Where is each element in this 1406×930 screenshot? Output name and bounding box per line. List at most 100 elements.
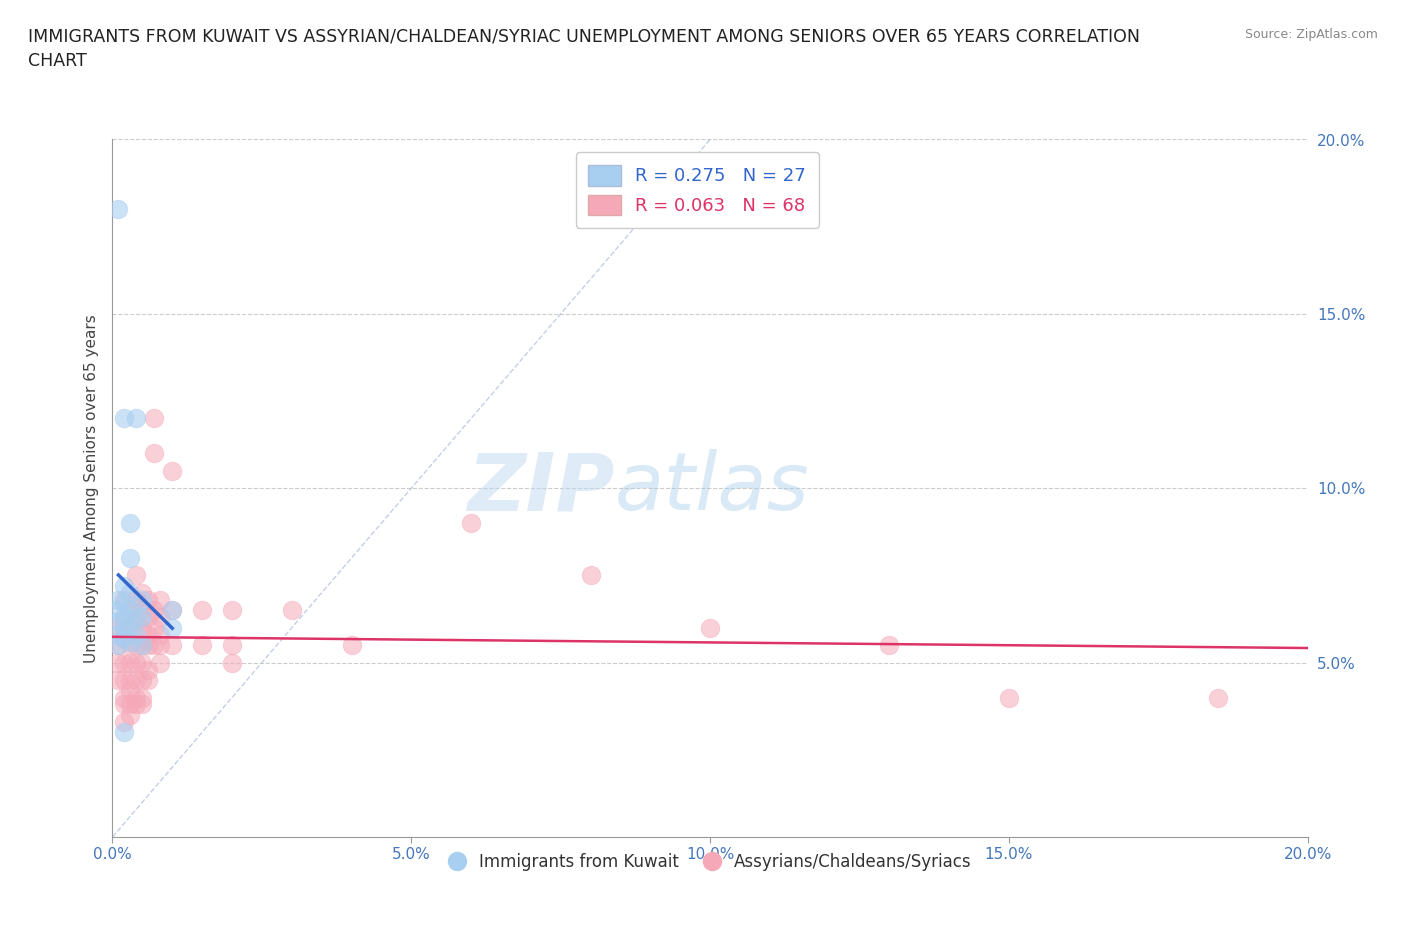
Point [125, 568, 148, 583]
Point [107, 202, 129, 217]
Point [138, 628, 160, 643]
Point [125, 698, 148, 712]
Point [120, 708, 142, 723]
Point [120, 656, 142, 671]
Point [125, 628, 148, 643]
Point [579, 568, 602, 583]
Point [131, 592, 153, 607]
Point [114, 725, 135, 740]
Point [131, 656, 153, 671]
Point [125, 610, 148, 625]
Point [281, 603, 304, 618]
Point [221, 638, 243, 653]
Point [107, 620, 129, 635]
Point [125, 672, 148, 687]
Point [1206, 690, 1229, 705]
Point [114, 614, 135, 629]
Point [162, 463, 183, 478]
Point [138, 592, 160, 607]
Point [143, 620, 166, 635]
Point [125, 614, 148, 629]
Point [143, 603, 166, 618]
Point [162, 603, 183, 618]
Point [120, 634, 142, 649]
Point [162, 638, 183, 653]
Point [149, 638, 172, 653]
Point [114, 631, 135, 645]
Point [131, 586, 153, 601]
Point [162, 620, 183, 635]
Point [191, 638, 214, 653]
Point [114, 592, 135, 607]
Point [460, 515, 482, 530]
Point [120, 672, 142, 687]
Point [107, 656, 129, 671]
Point [162, 603, 183, 618]
Text: ZIP: ZIP [467, 449, 614, 527]
Point [149, 628, 172, 643]
Point [125, 411, 148, 426]
Point [120, 638, 142, 653]
Point [221, 603, 243, 618]
Point [120, 683, 142, 698]
Legend: Immigrants from Kuwait, Assyrians/Chaldeans/Syriacs: Immigrants from Kuwait, Assyrians/Chalde… [441, 846, 979, 878]
Point [114, 656, 135, 671]
Point [107, 614, 129, 629]
Point [699, 620, 721, 635]
Point [131, 610, 153, 625]
Text: IMMIGRANTS FROM KUWAIT VS ASSYRIAN/CHALDEAN/SYRIAC UNEMPLOYMENT AMONG SENIORS OV: IMMIGRANTS FROM KUWAIT VS ASSYRIAN/CHALD… [28, 28, 1140, 70]
Point [138, 672, 160, 687]
Text: Source: ZipAtlas.com: Source: ZipAtlas.com [1244, 28, 1378, 41]
Point [114, 620, 135, 635]
Point [149, 592, 172, 607]
Point [107, 672, 129, 687]
Point [114, 690, 135, 705]
Point [131, 672, 153, 687]
Point [107, 638, 129, 653]
Point [120, 620, 142, 635]
Point [114, 714, 135, 729]
Point [120, 515, 142, 530]
Point [114, 596, 135, 611]
Point [120, 698, 142, 712]
Point [125, 690, 148, 705]
Point [125, 592, 148, 607]
Point [114, 610, 135, 625]
Point [107, 628, 129, 643]
Text: atlas: atlas [614, 449, 810, 527]
Point [143, 446, 166, 461]
Point [107, 603, 129, 618]
Point [131, 698, 153, 712]
Point [340, 638, 363, 653]
Point [107, 592, 129, 607]
Point [120, 603, 142, 618]
Point [114, 578, 135, 593]
Point [149, 610, 172, 625]
Point [998, 690, 1021, 705]
Point [138, 662, 160, 677]
Point [120, 551, 142, 565]
Point [125, 638, 148, 653]
Point [138, 610, 160, 625]
Point [107, 638, 129, 653]
Point [138, 638, 160, 653]
Point [143, 638, 166, 653]
Point [120, 603, 142, 618]
Point [221, 656, 243, 671]
Point [149, 656, 172, 671]
Point [120, 586, 142, 601]
Point [131, 690, 153, 705]
Point [114, 698, 135, 712]
Point [131, 620, 153, 635]
Point [114, 411, 135, 426]
Point [143, 411, 166, 426]
Point [191, 603, 214, 618]
Y-axis label: Unemployment Among Seniors over 65 years: Unemployment Among Seniors over 65 years [83, 314, 98, 662]
Point [120, 620, 142, 635]
Point [131, 603, 153, 618]
Point [114, 631, 135, 645]
Point [879, 638, 901, 653]
Point [114, 672, 135, 687]
Point [131, 638, 153, 653]
Point [125, 656, 148, 671]
